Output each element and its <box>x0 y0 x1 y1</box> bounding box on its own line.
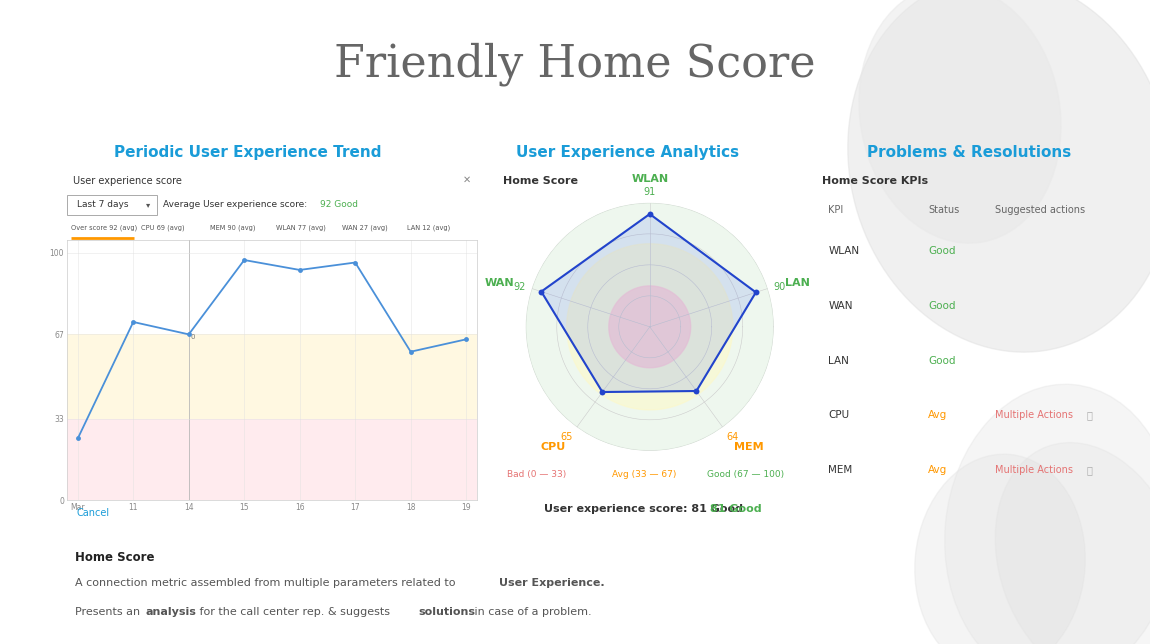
Text: Average User experience score:: Average User experience score: <box>163 200 310 209</box>
Text: Presents an: Presents an <box>75 607 144 617</box>
Text: Last 7 days: Last 7 days <box>77 200 129 209</box>
Text: Suggested actions: Suggested actions <box>996 205 1086 214</box>
FancyBboxPatch shape <box>67 194 158 215</box>
Text: CPU: CPU <box>540 442 566 452</box>
Text: LAN: LAN <box>828 356 849 366</box>
Text: Avg: Avg <box>928 410 948 421</box>
Point <box>593 387 612 397</box>
Text: WLAN: WLAN <box>828 247 859 256</box>
Text: for the call center rep. & suggests: for the call center rep. & suggests <box>196 607 393 617</box>
Text: CPU: CPU <box>828 410 850 421</box>
Text: WLAN: WLAN <box>631 175 668 184</box>
Point <box>641 209 659 219</box>
Ellipse shape <box>914 454 1086 644</box>
Text: Good: Good <box>928 356 956 366</box>
Polygon shape <box>567 244 733 410</box>
Text: User Experience.: User Experience. <box>499 578 604 588</box>
Polygon shape <box>542 214 756 392</box>
Ellipse shape <box>995 442 1150 644</box>
Text: LAN 12 (avg): LAN 12 (avg) <box>407 225 451 231</box>
Text: 81 Good: 81 Good <box>710 504 761 513</box>
Polygon shape <box>526 203 774 451</box>
Text: Status: Status <box>928 205 959 214</box>
Text: WLAN 77 (avg): WLAN 77 (avg) <box>276 225 325 231</box>
Text: 64: 64 <box>727 432 738 442</box>
Text: A connection metric assembled from multiple parameters related to: A connection metric assembled from multi… <box>75 578 459 588</box>
Text: Avg: Avg <box>928 465 948 475</box>
Text: Home Score: Home Score <box>504 176 578 186</box>
Text: Over score 92 (avg): Over score 92 (avg) <box>71 225 137 231</box>
Text: KPI: KPI <box>828 205 844 214</box>
Text: 0: 0 <box>191 334 194 340</box>
Text: Avg (33 — 67): Avg (33 — 67) <box>612 470 676 479</box>
Ellipse shape <box>859 0 1061 243</box>
Bar <box>67 334 477 419</box>
Text: 65: 65 <box>561 432 573 442</box>
Text: Problems & Resolutions: Problems & Resolutions <box>867 145 1072 160</box>
Text: Multiple Actions: Multiple Actions <box>996 465 1073 475</box>
Text: Home Score KPIs: Home Score KPIs <box>822 176 928 186</box>
Text: in case of a problem.: in case of a problem. <box>472 607 591 617</box>
Text: WAN: WAN <box>484 278 514 288</box>
Text: ✕: ✕ <box>463 175 472 185</box>
Text: ⓪: ⓪ <box>1087 465 1092 475</box>
Ellipse shape <box>848 0 1150 352</box>
Text: User experience score: User experience score <box>72 176 182 186</box>
Text: Good: Good <box>928 247 956 256</box>
Text: Multiple Actions: Multiple Actions <box>996 410 1073 421</box>
Text: MEM 90 (avg): MEM 90 (avg) <box>210 225 256 231</box>
Text: MEM: MEM <box>734 442 764 452</box>
Text: Friendly Home Score: Friendly Home Score <box>335 42 815 86</box>
Text: MEM: MEM <box>828 465 852 475</box>
Bar <box>67 252 477 334</box>
Text: WAN 27 (avg): WAN 27 (avg) <box>342 225 388 231</box>
Text: User Experience Analytics: User Experience Analytics <box>516 145 739 160</box>
Text: ⓪: ⓪ <box>1087 410 1092 421</box>
Ellipse shape <box>944 384 1150 644</box>
Text: 90: 90 <box>774 281 785 292</box>
Text: ▾: ▾ <box>146 200 151 209</box>
Text: Good (67 — 100): Good (67 — 100) <box>707 470 784 479</box>
Text: LAN: LAN <box>785 278 811 288</box>
Text: CPU 69 (avg): CPU 69 (avg) <box>140 225 184 231</box>
Point <box>688 386 706 396</box>
Point <box>746 287 765 298</box>
Text: Periodic User Experience Trend: Periodic User Experience Trend <box>114 145 381 160</box>
Text: Bad (0 — 33): Bad (0 — 33) <box>507 470 566 479</box>
Bar <box>67 419 477 500</box>
Text: User experience score: 81 Good: User experience score: 81 Good <box>544 504 744 513</box>
Text: analysis: analysis <box>146 607 197 617</box>
Text: Home Score: Home Score <box>75 551 154 564</box>
Text: Good: Good <box>928 301 956 311</box>
Text: 91: 91 <box>644 187 656 196</box>
Text: solutions: solutions <box>419 607 476 617</box>
Point <box>532 287 551 297</box>
Polygon shape <box>608 286 691 368</box>
Text: WAN: WAN <box>828 301 853 311</box>
Text: Cancel: Cancel <box>77 507 110 518</box>
Text: 92: 92 <box>514 281 526 292</box>
Text: 92 Good: 92 Good <box>320 200 358 209</box>
